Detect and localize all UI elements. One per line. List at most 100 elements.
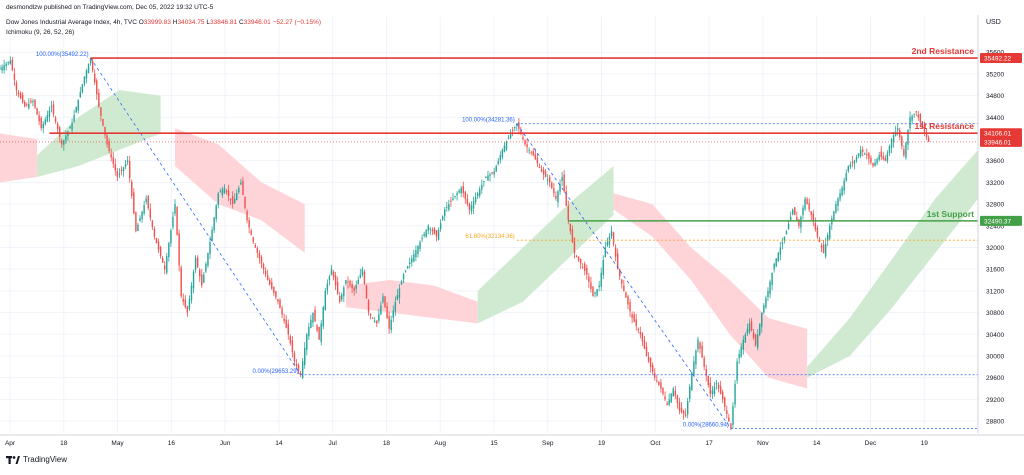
price-tag-box	[980, 53, 1022, 64]
candle-body	[584, 263, 586, 271]
candle-body	[660, 382, 662, 389]
candle-body	[684, 414, 687, 416]
candle-body	[349, 280, 351, 286]
candle-body	[637, 328, 639, 331]
candle-body	[629, 302, 631, 312]
candle-body	[664, 396, 666, 400]
fibonacci-layer: 100.00%(35492.22) 0.00%(29653.29) 100.00%(…	[36, 52, 978, 430]
candle-body	[905, 142, 907, 158]
indicator-label: Ichimoku (9, 26, 52, 26)	[6, 29, 75, 36]
candle-body	[923, 126, 926, 133]
candle-body	[763, 305, 765, 313]
candle-body	[324, 290, 327, 311]
candle-body	[81, 84, 84, 93]
candle-body	[431, 229, 434, 232]
candle-body	[511, 129, 514, 131]
candle-body	[398, 288, 401, 299]
candle-body	[596, 289, 598, 296]
candle-body	[287, 324, 289, 335]
price-tag-box	[980, 128, 1022, 139]
candle-body	[485, 176, 487, 178]
candle-body	[306, 334, 308, 350]
candle-body	[689, 386, 691, 400]
level-name-resistance: 2nd Resistance	[912, 46, 975, 56]
y-tick-label: 30400	[986, 332, 1004, 339]
candle-body	[641, 333, 644, 342]
candle-body	[656, 380, 658, 382]
candle-body	[639, 332, 642, 335]
candle-body	[592, 286, 594, 297]
candle-body	[452, 198, 454, 201]
candle-body	[779, 247, 782, 255]
candle-body	[75, 107, 77, 113]
candle-body	[619, 269, 621, 277]
ichimoku-cloud-bear	[613, 193, 808, 389]
candle-body	[756, 334, 759, 348]
candle-body	[734, 383, 736, 405]
candle-body	[849, 164, 852, 167]
candle-body	[190, 285, 193, 301]
candle-body	[730, 423, 732, 429]
candle-body	[48, 110, 51, 117]
candle-body	[400, 281, 403, 285]
candle-body	[563, 174, 565, 192]
x-tick-label: 17	[705, 440, 713, 447]
candle-body	[476, 193, 479, 197]
candle-body	[433, 228, 436, 234]
candle-body	[888, 146, 891, 154]
candle-body	[236, 193, 238, 201]
candle-body	[892, 135, 895, 142]
candle-body	[161, 258, 164, 263]
candle-body	[703, 357, 705, 367]
x-tick-label: Apr	[5, 440, 16, 447]
candle-body	[34, 99, 36, 108]
candle-body	[114, 164, 117, 171]
candle-body	[361, 269, 364, 275]
x-tick-label: 15	[490, 440, 498, 447]
candle-body	[201, 274, 203, 286]
candle-body	[69, 127, 71, 129]
candle-body	[153, 229, 156, 237]
candle-body	[466, 198, 469, 205]
candle-body	[901, 136, 903, 147]
candle-body	[816, 227, 819, 237]
candle-body	[390, 319, 392, 330]
candle-body	[536, 158, 539, 164]
candle-body	[818, 239, 821, 243]
candle-body	[238, 187, 240, 193]
candle-body	[456, 193, 458, 196]
candle-body	[454, 195, 456, 197]
candle-body	[281, 308, 283, 315]
candle-body	[330, 269, 333, 276]
ichimoku-cloud-bull	[477, 166, 614, 324]
candle-body	[668, 399, 670, 405]
candle-body	[118, 173, 121, 175]
candle-body	[522, 137, 524, 140]
candle-body	[802, 207, 804, 216]
candle-body	[157, 241, 160, 250]
candle-body	[56, 123, 59, 130]
candle-body	[621, 279, 623, 284]
candle-body	[15, 83, 18, 91]
candle-body	[686, 401, 689, 415]
candle-body	[754, 334, 757, 346]
candle-body	[594, 292, 596, 294]
candles-layer	[0, 56, 930, 431]
y-tick-label: 30000	[986, 353, 1004, 360]
candle-body	[404, 270, 407, 272]
x-tick-label: May	[111, 440, 124, 447]
candle-body	[421, 237, 423, 240]
tradingview-brand[interactable]: TradingView	[6, 455, 67, 464]
y-tick-label: 33600	[986, 158, 1004, 165]
candle-body	[285, 319, 287, 328]
candle-body	[540, 169, 543, 172]
candle-body	[837, 198, 839, 206]
candle-body	[93, 73, 96, 83]
candle-body	[491, 172, 493, 174]
candle-body	[851, 161, 854, 163]
candle-body	[77, 99, 79, 111]
x-tick-label: Aug	[434, 440, 446, 447]
candle-body	[221, 189, 224, 196]
